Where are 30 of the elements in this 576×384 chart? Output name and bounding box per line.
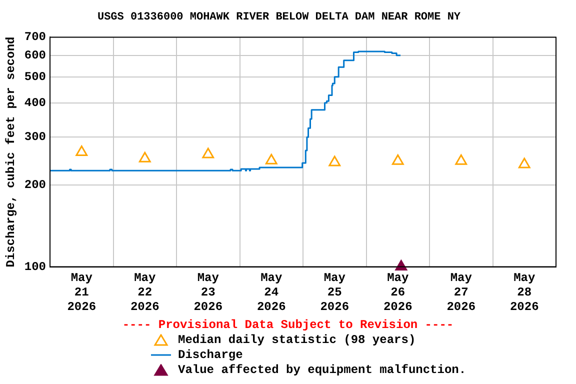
x-tick-label: May 21 2026: [67, 271, 96, 314]
y-tick-label: 600: [24, 48, 46, 62]
point: [202, 148, 214, 158]
y-tick-label: 100: [24, 260, 46, 274]
y-tick-label: 400: [24, 96, 46, 110]
x-tick-label: May 23 2026: [194, 271, 223, 314]
legend-label: Discharge: [178, 348, 243, 362]
point: [265, 154, 278, 164]
x-tick-label: May 28 2026: [510, 271, 539, 314]
point: [76, 146, 88, 156]
text: ---- Provisional Data Subject to Revision ----: [121, 318, 455, 332]
y-axis-title: Discharge, cubic feet per second: [4, 36, 18, 268]
x-tick-label: May 22 2026: [130, 271, 160, 314]
point: [328, 156, 341, 166]
y-tick-label: 700: [24, 30, 46, 44]
chart-title: USGS 01336000 MOHAWK RIVER BELOW DELTA DAM NEAR ROME NY: [97, 11, 461, 24]
point: [138, 152, 151, 162]
point: [392, 154, 404, 165]
y-tick-label: 500: [24, 70, 46, 84]
x-tick-label: May 27 2026: [446, 271, 476, 314]
legend-label: Median daily statistic (98 years): [178, 332, 416, 346]
point: [518, 158, 530, 168]
y-tick-label: 200: [24, 178, 46, 192]
y-tick-label: 300: [24, 130, 46, 144]
point: [455, 154, 468, 165]
x-tick-label: May 24 2026: [256, 271, 286, 314]
x-tick-label: May 26 2026: [383, 271, 412, 314]
point: [395, 260, 408, 271]
legend-label: Value affected by equipment malfunction.: [178, 362, 466, 376]
x-tick-label: May 25 2026: [320, 271, 350, 314]
